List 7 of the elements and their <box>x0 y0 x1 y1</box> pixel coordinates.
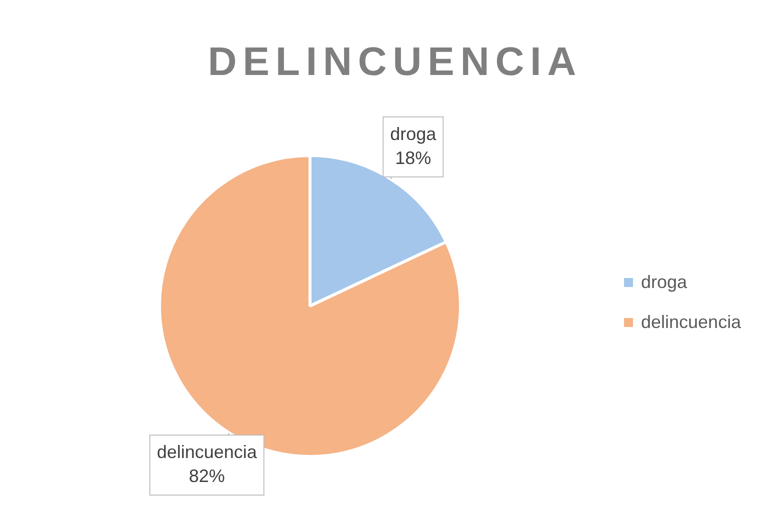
slice-label: delincuencia <box>156 442 258 462</box>
legend-label: delincuencia <box>641 312 742 333</box>
chart-title: DELINCUENCIA <box>206 40 584 85</box>
slice-label: droga <box>390 124 438 144</box>
data-label: 82% <box>188 466 225 486</box>
data-label: 18% <box>395 148 432 168</box>
legend-label: droga <box>641 272 688 293</box>
